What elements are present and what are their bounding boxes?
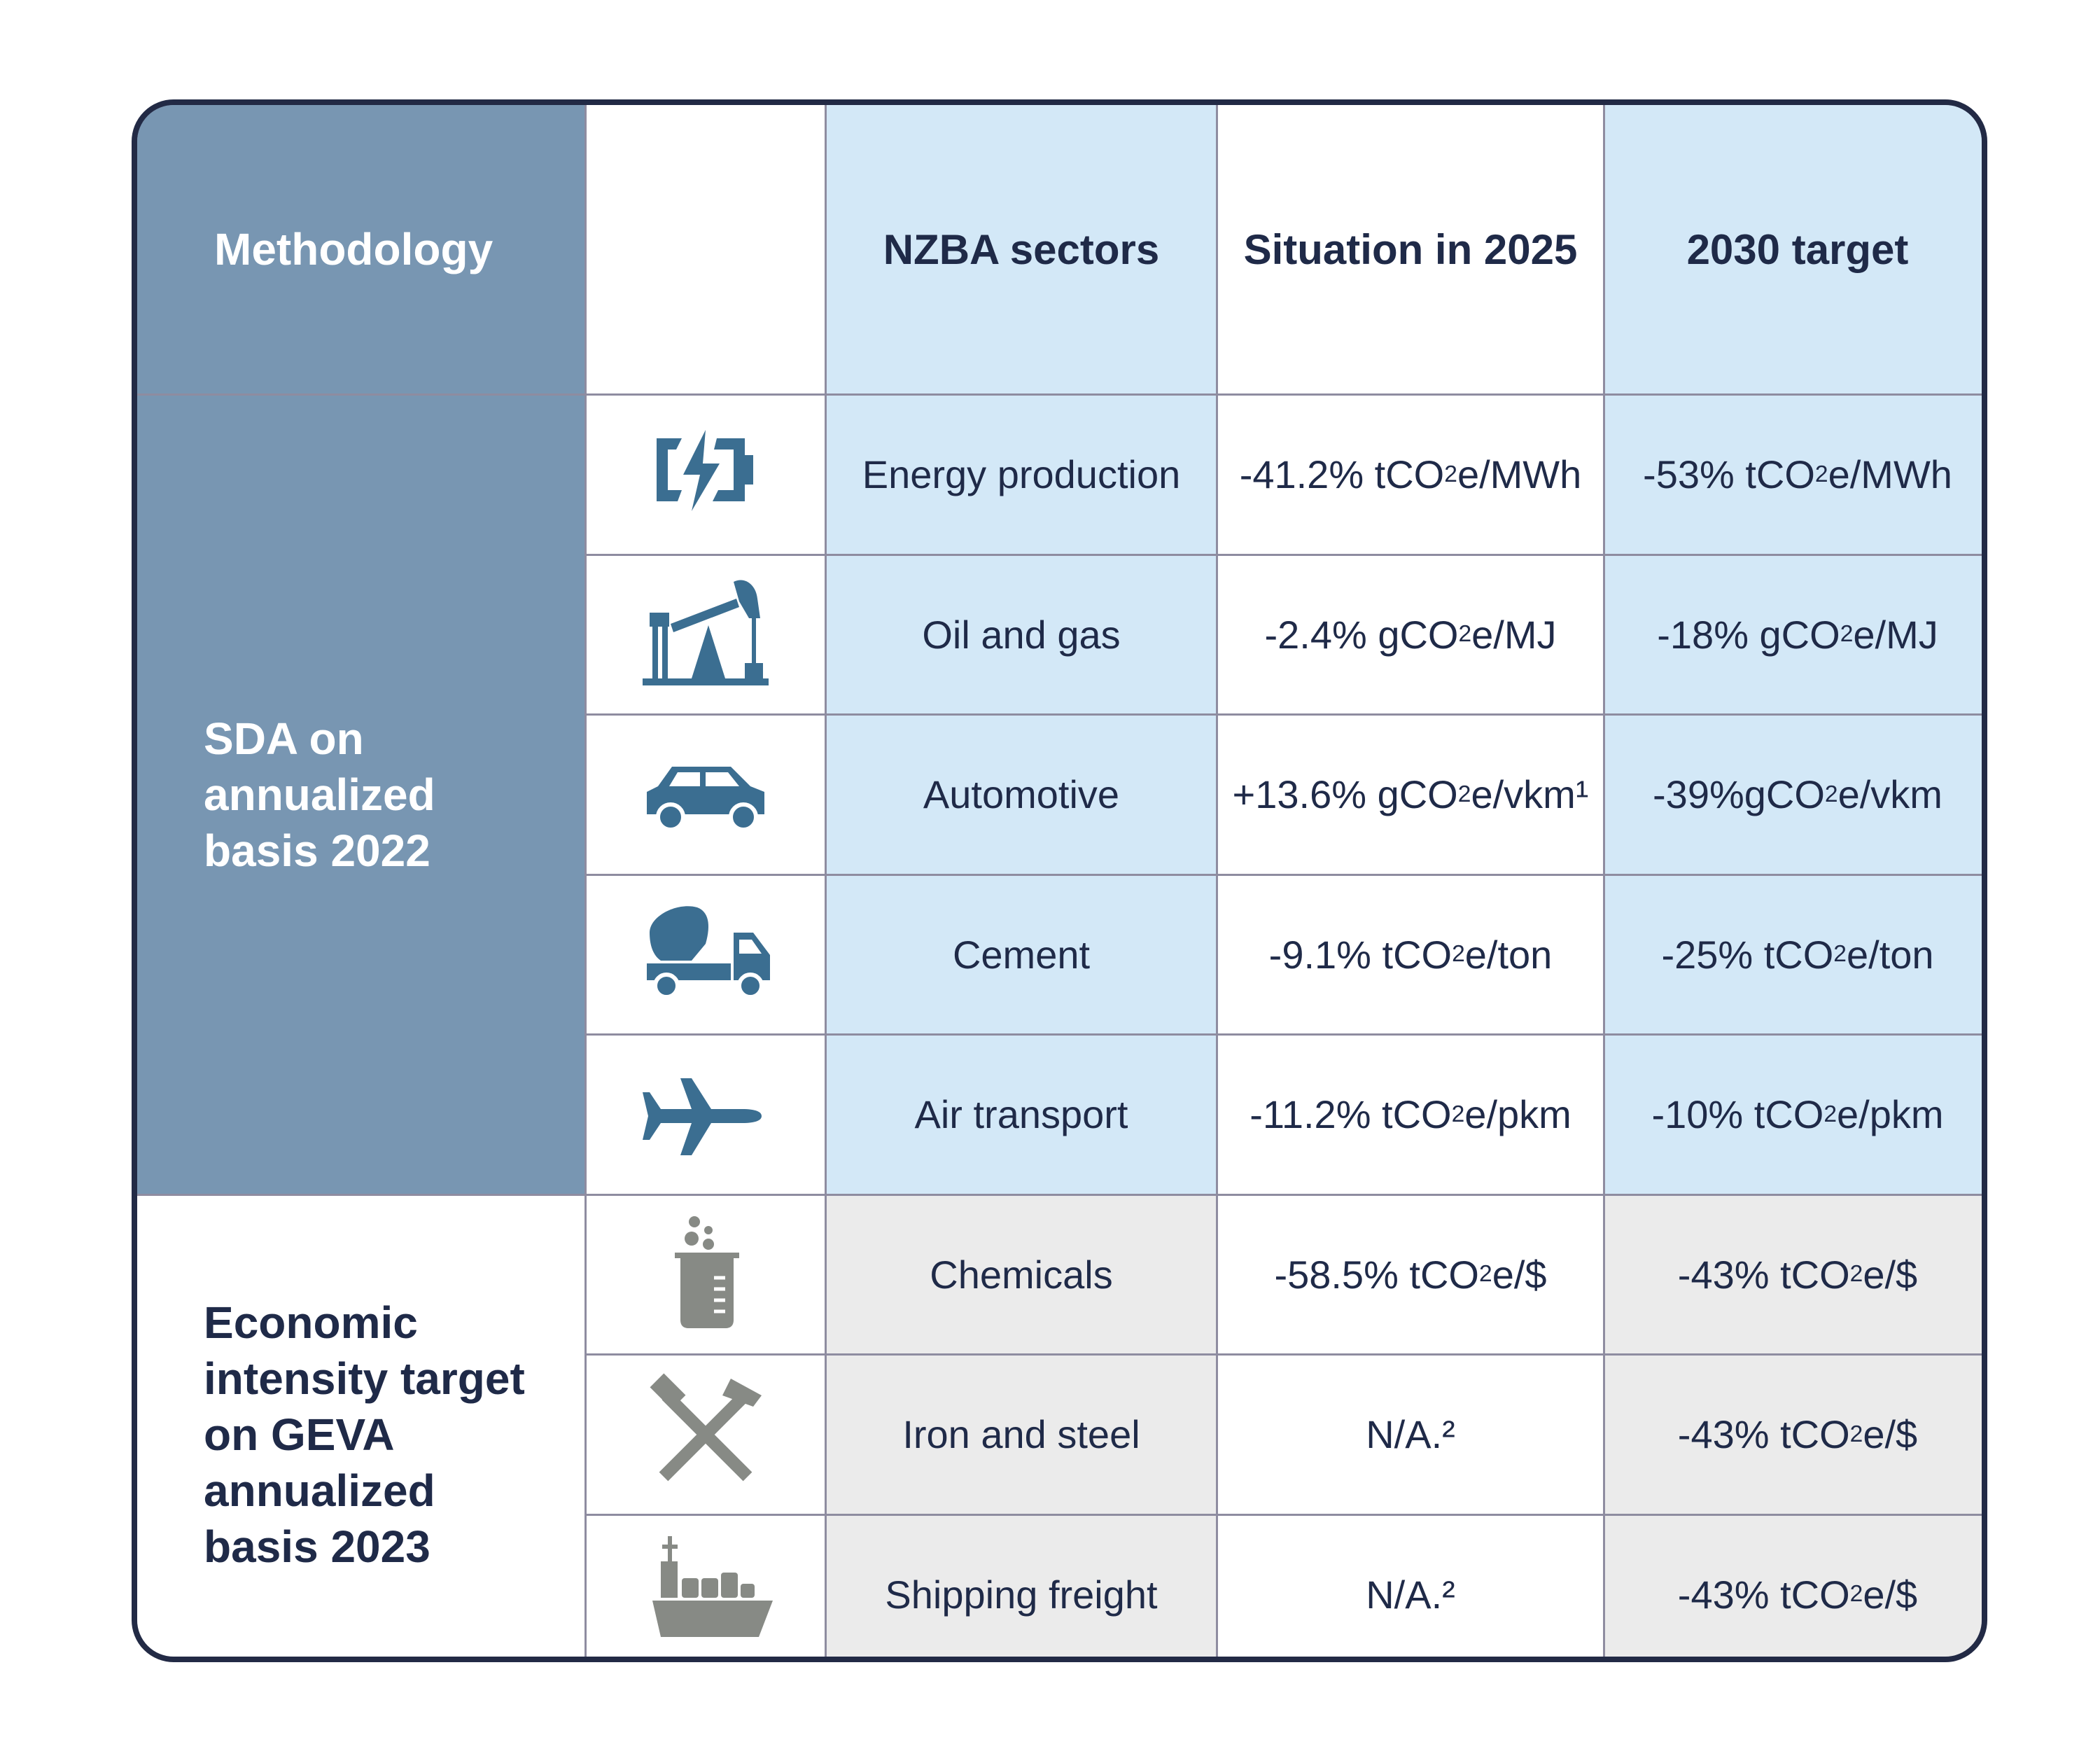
value-pre: -43% tCO <box>1677 1572 1850 1617</box>
value-post: e/ton <box>1846 932 1934 977</box>
situation-2025-value: -11.2% tCO 2 e/pkm <box>1218 1036 1603 1194</box>
sector-icon-cell <box>587 716 825 874</box>
value-pre: -43% tCO <box>1677 1412 1850 1457</box>
cargo-ship-icon <box>636 1531 776 1657</box>
sector-name: Cement <box>827 875 1216 1033</box>
target-2030-value: -25% tCO 2 e/ton <box>1605 875 1982 1033</box>
header-2030-target: 2030 target <box>1605 105 1982 393</box>
value-post: e/vkm¹ <box>1471 772 1589 817</box>
car-icon <box>636 730 776 858</box>
value-post: e/ton <box>1464 932 1553 977</box>
value-post: e/pkm <box>1837 1092 1944 1137</box>
group-sda: SDA on annualized basis 2022 <box>137 396 584 1194</box>
header-sectors: NZBA sectors <box>827 105 1216 393</box>
oil-pump-icon <box>636 571 776 699</box>
value-pre: -18% gCO <box>1657 612 1840 657</box>
sector-name: Oil and gas <box>827 555 1216 713</box>
target-2030-value: -10% tCO 2 e/pkm <box>1605 1036 1982 1194</box>
value-post: e/MWh <box>1828 452 1952 497</box>
sector-icon-cell <box>587 1356 825 1514</box>
value-pre: -39%gCO <box>1653 772 1825 817</box>
sector-name: Energy production <box>827 396 1216 554</box>
value-post: e/MJ <box>1471 612 1557 657</box>
sector-icon-cell <box>587 1195 825 1353</box>
value-post: e/MJ <box>1853 612 1938 657</box>
situation-2025-value: +13.6% gCO 2 e/vkm¹ <box>1218 716 1603 874</box>
value-post: e/$ <box>1863 1572 1918 1617</box>
sector-icon-cell <box>587 1036 825 1194</box>
value-post: e/MWh <box>1457 452 1582 497</box>
value-pre: -58.5% tCO <box>1274 1252 1479 1297</box>
value-pre: +13.6% gCO <box>1232 772 1458 817</box>
sector-name: Iron and steel <box>827 1356 1216 1514</box>
crossed-hammers-icon <box>636 1370 776 1498</box>
target-2030-value: -43% tCO 2 e/$ <box>1605 1515 1982 1657</box>
value-pre: N/A.² <box>1366 1572 1455 1617</box>
sector-targets-table: Methodology NZBA sectors Situation in 20… <box>132 99 1987 1662</box>
value-post: e/$ <box>1863 1252 1918 1297</box>
sector-name: Automotive <box>827 716 1216 874</box>
situation-2025-value: -41.2% tCO 2 e/MWh <box>1218 396 1603 554</box>
target-2030-value: -43% tCO 2 e/$ <box>1605 1356 1982 1514</box>
target-2030-value: -43% tCO 2 e/$ <box>1605 1195 1982 1353</box>
value-pre: -10% tCO <box>1651 1092 1824 1137</box>
value-pre: N/A.² <box>1366 1412 1455 1457</box>
value-post: e/pkm <box>1464 1092 1572 1137</box>
sector-icon-cell <box>587 1515 825 1657</box>
value-post: e/$ <box>1492 1252 1547 1297</box>
value-pre: -9.1% tCO <box>1268 932 1452 977</box>
value-pre: -43% tCO <box>1677 1252 1850 1297</box>
sector-icon-cell <box>587 875 825 1033</box>
sector-icon-cell <box>587 396 825 554</box>
sector-name: Air transport <box>827 1036 1216 1194</box>
target-2030-value: -53% tCO 2 e/MWh <box>1605 396 1982 554</box>
situation-2025-value: -2.4% gCO 2 e/MJ <box>1218 555 1603 713</box>
value-pre: -25% tCO <box>1661 932 1834 977</box>
value-pre: -41.2% tCO <box>1239 452 1445 497</box>
target-2030-value: -18% gCO 2 e/MJ <box>1605 555 1982 713</box>
value-pre: -2.4% gCO <box>1264 612 1459 657</box>
situation-2025-value: -9.1% tCO 2 e/ton <box>1218 875 1603 1033</box>
value-post: e/$ <box>1863 1412 1918 1457</box>
situation-2025-value: -58.5% tCO 2 e/$ <box>1218 1195 1603 1353</box>
sector-name: Chemicals <box>827 1195 1216 1353</box>
value-pre: -11.2% tCO <box>1250 1092 1452 1137</box>
battery-charging-icon <box>636 410 776 538</box>
value-pre: -53% tCO <box>1643 452 1815 497</box>
header-situation-2025: Situation in 2025 <box>1218 105 1603 393</box>
group-economic-intensity: Economic intensity target on GEVA annual… <box>137 1195 584 1657</box>
situation-2025-value: N/A.² <box>1218 1515 1603 1657</box>
cement-truck-icon <box>636 891 776 1019</box>
value-post: e/vkm <box>1837 772 1942 817</box>
situation-2025-value: N/A.² <box>1218 1356 1603 1514</box>
target-2030-value: -39%gCO 2 e/vkm <box>1605 716 1982 874</box>
sector-icon-cell <box>587 555 825 713</box>
beaker-icon <box>636 1211 776 1339</box>
airplane-icon <box>636 1050 776 1178</box>
sector-name: Shipping freight <box>827 1515 1216 1657</box>
header-icon-column <box>587 105 825 393</box>
header-methodology: Methodology <box>137 105 584 393</box>
